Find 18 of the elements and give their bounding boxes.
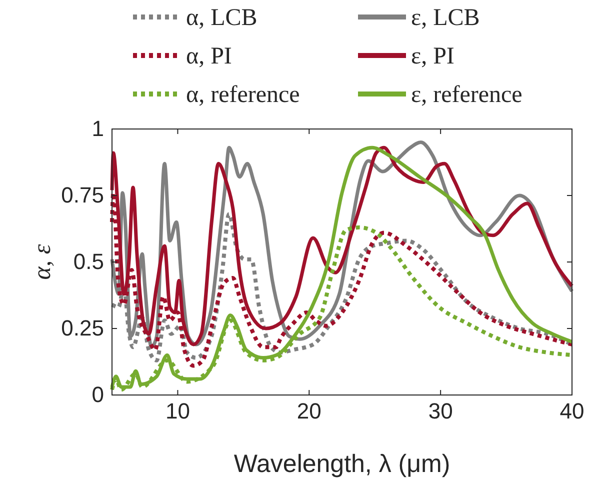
y-tick-label: 0.25 bbox=[61, 316, 104, 341]
y-tick-label: 1 bbox=[92, 116, 104, 142]
y-axis-title: α, ε bbox=[29, 244, 56, 280]
x-tick-label: 40 bbox=[560, 398, 584, 424]
legend-label: ε, LCB bbox=[411, 5, 480, 31]
legend-label: α, PI bbox=[186, 44, 232, 70]
y-tick-label: 0.5 bbox=[73, 249, 104, 274]
y-tick-label: 0 bbox=[92, 382, 104, 408]
x-tick-label: 20 bbox=[296, 398, 322, 424]
x-tick-label: 30 bbox=[428, 398, 453, 424]
line-series bbox=[110, 146, 574, 389]
legend-label: ε, PI bbox=[411, 44, 454, 70]
x-axis-title: Wavelength, λ (μm) bbox=[234, 450, 450, 478]
x-tick-label: 10 bbox=[165, 398, 190, 424]
legend-label: α, reference bbox=[186, 82, 300, 108]
legend-label: ε, reference bbox=[411, 82, 522, 108]
legend-label: α, LCB bbox=[186, 5, 258, 31]
y-tick-label: 0.75 bbox=[61, 182, 104, 208]
